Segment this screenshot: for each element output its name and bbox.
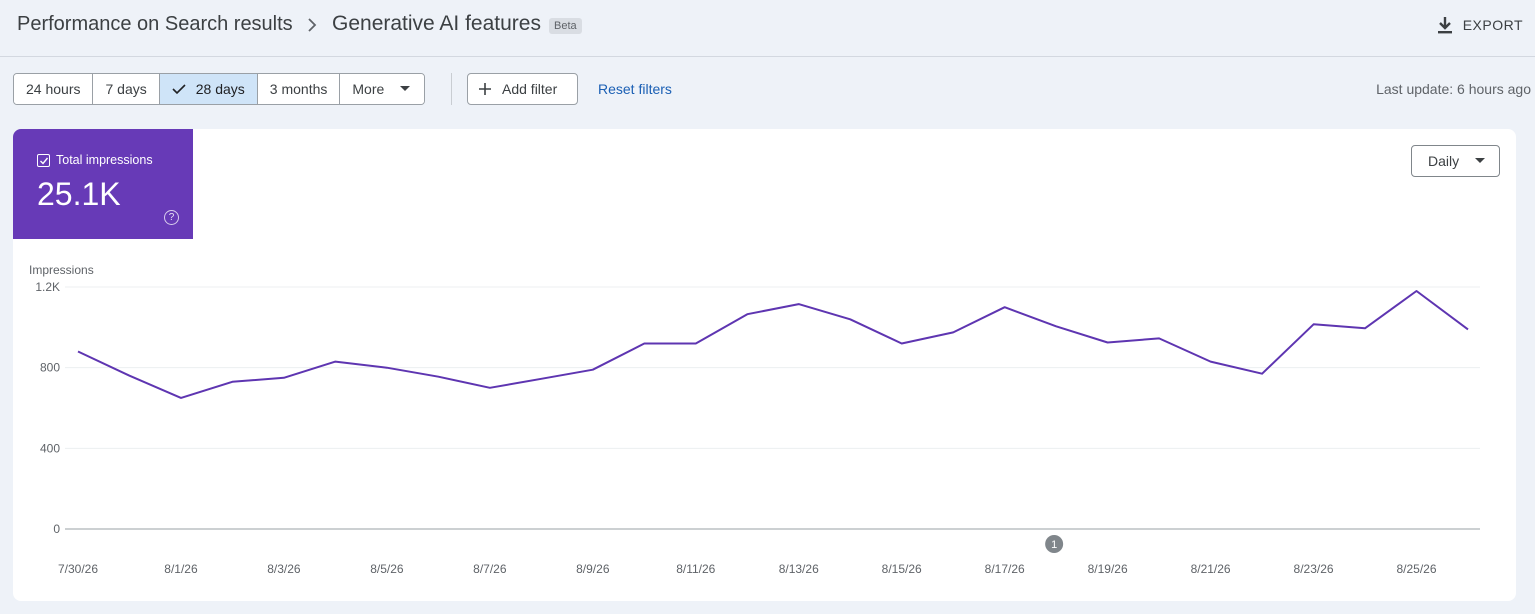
x-tick-label: 8/19/26 xyxy=(1088,562,1128,576)
plus-icon xyxy=(479,83,491,95)
add-filter-button[interactable]: Add filter xyxy=(467,73,578,105)
x-tick-label: 8/1/26 xyxy=(164,562,198,576)
caret-down-icon xyxy=(400,86,411,91)
range-label: 28 days xyxy=(195,81,245,97)
range-label: 7 days xyxy=(105,81,147,97)
x-tick-label: 8/21/26 xyxy=(1191,562,1231,576)
x-tick-label: 8/11/26 xyxy=(676,562,715,576)
range-more-dropdown[interactable]: More xyxy=(340,74,425,104)
x-tick-label: 8/5/26 xyxy=(370,562,404,576)
breadcrumb-performance[interactable]: Performance on Search results xyxy=(17,13,293,35)
annotation-label: 1 xyxy=(1051,539,1057,551)
annotation-marker[interactable] xyxy=(1045,535,1064,553)
x-tick-label: 7/30/26 xyxy=(58,562,98,576)
range-3-months[interactable]: 3 months xyxy=(257,74,341,104)
caret-down-icon xyxy=(1475,158,1485,163)
range-7-days[interactable]: 7 days xyxy=(93,74,160,104)
add-filter-label: Add filter xyxy=(502,81,558,97)
total-impressions-tile[interactable]: Total impressions 25.1K ? xyxy=(13,129,193,239)
x-tick-label: 8/13/26 xyxy=(779,562,819,576)
metric-value: 25.1K xyxy=(37,176,121,212)
x-tick-label: 8/15/26 xyxy=(882,562,922,576)
y-tick-label: 800 xyxy=(40,361,60,375)
y-tick-label: 1.2K xyxy=(35,280,60,294)
reset-filters-link[interactable]: Reset filters xyxy=(598,81,672,97)
checkbox-icon xyxy=(37,154,50,167)
beta-badge: Beta xyxy=(549,18,582,34)
check-icon xyxy=(172,84,186,95)
x-tick-label: 8/23/26 xyxy=(1294,562,1334,576)
granularity-dropdown[interactable]: Daily xyxy=(1411,145,1500,177)
x-tick-label: 8/9/26 xyxy=(576,562,610,576)
y-axis-label: Impressions xyxy=(29,263,94,277)
y-tick-label: 0 xyxy=(53,522,60,536)
range-label: 24 hours xyxy=(26,81,81,97)
download-icon xyxy=(1437,17,1452,34)
toolbar-divider xyxy=(451,73,452,105)
metric-label: Total impressions xyxy=(56,153,153,167)
x-tick-label: 8/17/26 xyxy=(985,562,1025,576)
range-label: More xyxy=(352,81,385,97)
last-update-text: Last update: 6 hours ago xyxy=(1376,81,1531,97)
export-button[interactable]: EXPORT xyxy=(1437,12,1523,38)
export-label: EXPORT xyxy=(1462,17,1523,33)
chevron-right-icon xyxy=(308,18,317,32)
y-tick-label: 400 xyxy=(40,441,60,455)
x-tick-label: 8/3/26 xyxy=(267,562,301,576)
range-28-days[interactable]: 28 days xyxy=(159,74,258,104)
page-title: Generative AI features xyxy=(332,12,541,35)
date-range-selector: 24 hours 7 days 28 days 3 months More xyxy=(13,73,426,105)
x-tick-label: 8/7/26 xyxy=(473,562,507,576)
granularity-label: Daily xyxy=(1428,153,1460,169)
range-24-hours[interactable]: 24 hours xyxy=(14,74,94,104)
range-label: 3 months xyxy=(269,81,328,97)
impressions-series-line xyxy=(77,290,1469,399)
page-header: Performance on Search results Generative… xyxy=(0,0,1535,57)
impressions-chart: Impressions 0 400 800 1.2K 7/30/26 8/1/26 8/3/2… xyxy=(29,263,1480,576)
help-icon[interactable]: ? xyxy=(164,210,179,225)
performance-card: Total impressions 25.1K ? Daily xyxy=(13,129,1516,601)
x-tick-label: 8/25/26 xyxy=(1396,562,1436,576)
